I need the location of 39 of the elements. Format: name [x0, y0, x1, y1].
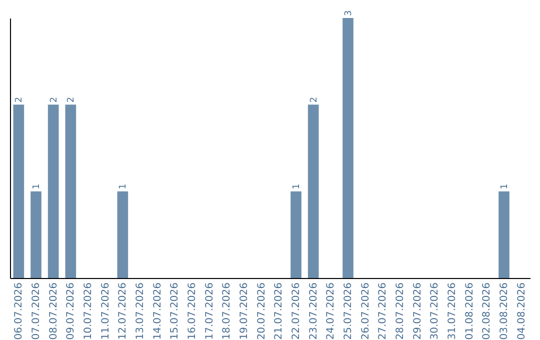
x-tick-label: 20.07.2026 [256, 282, 268, 340]
x-tick-label: 28.07.2026 [395, 282, 406, 340]
x-tick-label: 17.07.2026 [204, 282, 216, 340]
x-tick-label: 14.07.2026 [152, 282, 164, 340]
x-tick-label: 23.07.2026 [308, 282, 320, 340]
x-tick-label: 18.07.2026 [222, 282, 233, 340]
data-label: 1 [500, 184, 510, 190]
data-label: 1 [32, 184, 42, 190]
x-tick-label: 30.07.2026 [430, 282, 441, 340]
x-tick-label: 31.07.2026 [447, 282, 458, 340]
data-label: 2 [309, 96, 320, 103]
data-label: 2 [49, 96, 60, 103]
x-tick-label: 07.07.2026 [31, 282, 42, 340]
x-tick-label: 01.08.2026 [464, 282, 476, 340]
x-tick-label: 10.07.2026 [83, 282, 94, 340]
x-tick-label: 06.07.2026 [14, 282, 25, 340]
x-tick-label: 24.07.2026 [326, 282, 337, 340]
x-tick-label: 03.08.2026 [499, 282, 510, 340]
data-label: 3 [344, 10, 354, 16]
x-tick-label: 12.07.2026 [118, 282, 129, 340]
x-tick-label: 29.07.2026 [412, 282, 424, 340]
x-tick-label: 16.07.2026 [187, 282, 198, 340]
data-label: 2 [66, 96, 77, 103]
x-tick-label: 02.08.2026 [482, 282, 493, 340]
x-tick-label: 19.07.2026 [239, 282, 250, 340]
x-tick-label: 21.07.2026 [274, 282, 285, 340]
x-tick-label: 04.08.2026 [516, 282, 528, 340]
x-tick-label: 15.07.2026 [170, 282, 181, 340]
data-label: 1 [118, 184, 129, 190]
x-tick-label: 08.07.2026 [48, 282, 60, 340]
x-tick-label: 26.07.2026 [360, 282, 372, 340]
x-tick-label: 13.07.2026 [135, 282, 146, 340]
x-tick-label: 27.07.2026 [378, 282, 389, 340]
x-tick-label: 22.07.2026 [291, 282, 302, 340]
data-label: 2 [14, 96, 25, 103]
x-tick-label: 11.07.2026 [100, 282, 112, 340]
x-tick-label: 25.07.2026 [343, 282, 354, 340]
data-label: 1 [292, 184, 302, 190]
x-tick-label: 09.07.2026 [66, 282, 77, 340]
